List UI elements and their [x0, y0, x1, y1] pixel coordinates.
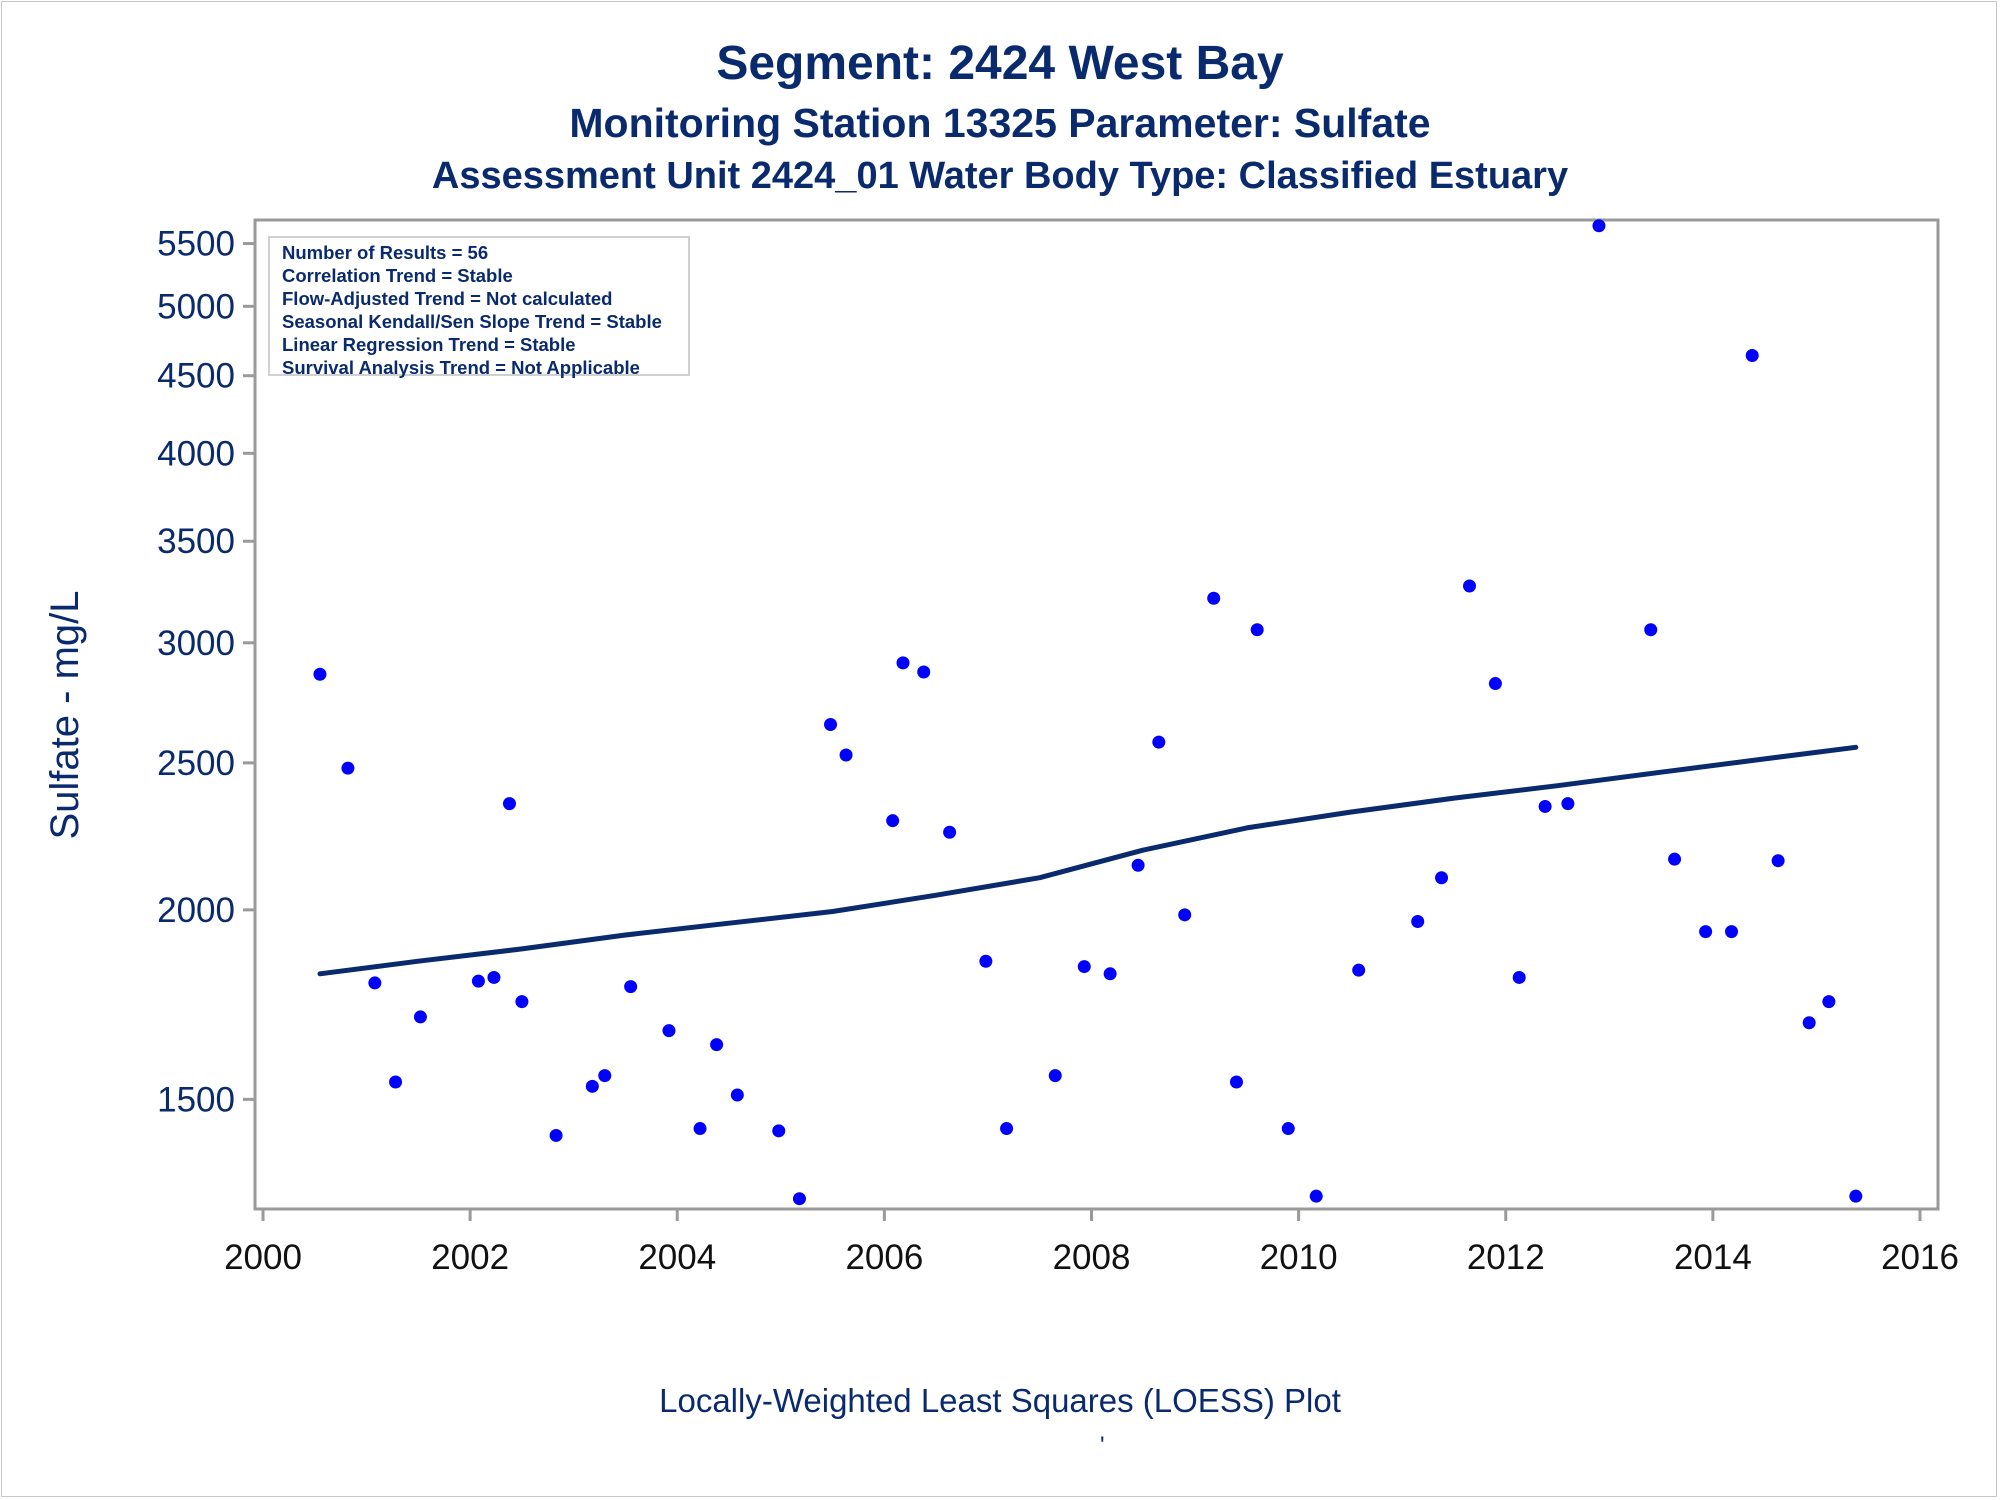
summary-line: Seasonal Kendall/Sen Slope Trend = Stabl…	[282, 311, 662, 332]
data-point	[1152, 735, 1166, 749]
data-point	[1000, 1122, 1014, 1136]
y-axis: 1500 2000 2500 3000 3500 4000 4500 5000 5500	[157, 225, 255, 1119]
data-point	[1771, 854, 1785, 868]
data-point	[1745, 349, 1759, 363]
data-point	[1048, 1069, 1062, 1083]
data-point	[792, 1192, 806, 1206]
data-point	[1849, 1189, 1863, 1203]
data-point	[1725, 925, 1739, 939]
x-tick-label: 2012	[1467, 1238, 1545, 1277]
data-point	[1178, 908, 1192, 922]
x-tick-label: 2002	[431, 1238, 509, 1277]
data-point	[896, 656, 910, 670]
data-point	[1411, 914, 1425, 928]
data-point	[313, 667, 327, 681]
data-point	[1103, 967, 1117, 981]
data-points	[313, 219, 1863, 1206]
chart-subtitle: Monitoring Station 13325 Parameter: Sulf…	[569, 100, 1431, 146]
data-point	[515, 995, 529, 1009]
data-point	[710, 1038, 724, 1052]
x-tick-label: 2016	[1881, 1238, 1959, 1277]
data-point	[693, 1122, 707, 1136]
data-point	[1802, 1016, 1816, 1030]
footnote-mark: '	[1100, 1432, 1105, 1459]
y-tick-label: 4000	[157, 434, 235, 473]
data-point	[341, 761, 355, 775]
y-tick-label: 2500	[157, 744, 235, 783]
data-point	[824, 718, 838, 732]
x-tick-label: 2010	[1260, 1238, 1338, 1277]
x-tick-label: 2014	[1674, 1238, 1752, 1277]
data-point	[772, 1124, 786, 1138]
y-axis-title: Sulfate - mg/L	[43, 590, 87, 839]
data-point	[1131, 858, 1145, 872]
trend-summary-box: Number of Results = 56 Correlation Trend…	[268, 236, 690, 378]
data-point	[917, 665, 931, 679]
data-point	[1435, 871, 1449, 885]
data-point	[585, 1079, 599, 1093]
y-tick-label: 5500	[157, 225, 235, 264]
x-tick-label: 2006	[845, 1238, 923, 1277]
loess-trend-line	[317, 744, 1859, 977]
x-axis: 2000 2002 2004 2006 2008 2010 2012 2014 2016	[224, 1209, 1959, 1277]
x-tick-label: 2008	[1053, 1238, 1131, 1277]
data-point	[471, 974, 485, 988]
chart-subtitle-2: Assessment Unit 2424_01 Water Body Type:…	[431, 155, 1569, 197]
y-tick-label: 1500	[157, 1080, 235, 1119]
data-point	[1281, 1122, 1295, 1136]
data-point	[368, 976, 382, 990]
plot-area	[253, 218, 1940, 1211]
data-point	[1207, 591, 1221, 605]
data-point	[413, 1010, 427, 1024]
data-point	[979, 954, 993, 968]
data-point	[1592, 219, 1606, 233]
summary-line: Flow-Adjusted Trend = Not calculated	[282, 288, 613, 309]
data-point	[1822, 995, 1836, 1009]
data-point	[598, 1069, 612, 1083]
data-point	[1250, 623, 1264, 637]
y-tick-label: 3000	[157, 624, 235, 663]
y-tick-label: 2000	[157, 891, 235, 930]
data-point	[1488, 677, 1502, 691]
data-point	[943, 825, 957, 839]
summary-line: Linear Regression Trend = Stable	[282, 334, 576, 355]
y-tick-label: 4500	[157, 357, 235, 396]
x-tick-label: 2000	[224, 1238, 302, 1277]
data-point	[730, 1088, 744, 1102]
data-point	[1229, 1075, 1243, 1089]
data-point	[624, 980, 638, 994]
data-point	[549, 1128, 563, 1142]
data-point	[502, 797, 516, 811]
data-point	[1538, 799, 1552, 813]
data-point	[1512, 970, 1526, 984]
data-point	[1644, 623, 1658, 637]
summary-line: Number of Results = 56	[282, 242, 489, 263]
y-tick-label: 3500	[157, 522, 235, 561]
data-point	[1352, 963, 1366, 977]
summary-line: Correlation Trend = Stable	[282, 265, 513, 286]
summary-line: Survival Analysis Trend = Not Applicable	[282, 357, 640, 378]
data-point	[1699, 925, 1713, 939]
data-point	[662, 1024, 676, 1038]
data-point	[1463, 579, 1477, 593]
data-point	[389, 1075, 403, 1089]
data-point	[1668, 852, 1682, 866]
data-point	[487, 970, 501, 984]
data-point	[886, 814, 900, 828]
x-tick-label: 2004	[638, 1238, 716, 1277]
data-point	[1309, 1189, 1323, 1203]
data-point	[1077, 960, 1091, 974]
plot-footnote: Locally-Weighted Least Squares (LOESS) P…	[659, 1382, 1341, 1419]
data-point	[839, 748, 853, 762]
y-tick-label: 5000	[157, 287, 235, 326]
chart-title: Segment: 2424 West Bay	[716, 37, 1284, 90]
data-point	[1561, 797, 1575, 811]
